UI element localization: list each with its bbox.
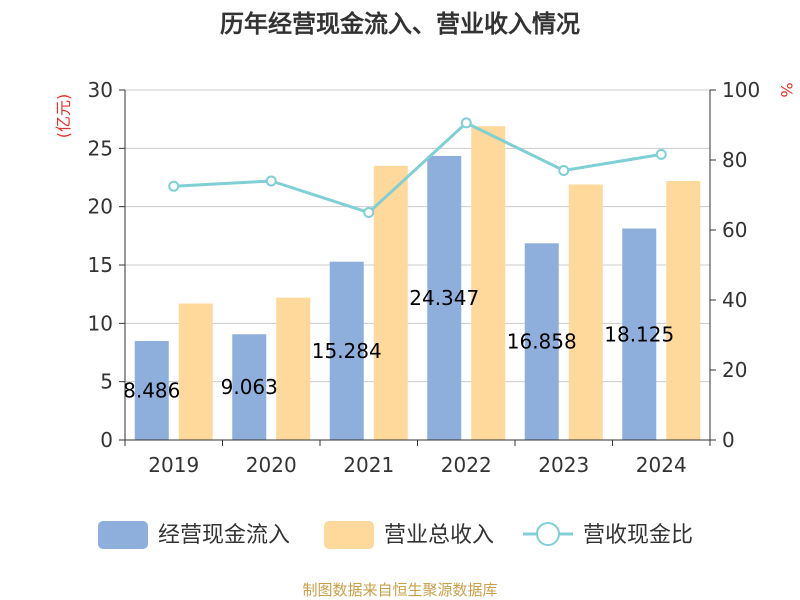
x-tick-label: 2023 bbox=[538, 453, 589, 477]
bar-cash-inflow bbox=[427, 155, 462, 440]
legend[interactable]: 经营现金流入 营业总收入 营收现金比 bbox=[98, 521, 693, 549]
left-tick-label: 15 bbox=[88, 253, 113, 277]
legend-marker bbox=[536, 522, 560, 546]
right-tick-label: 100 bbox=[722, 78, 760, 102]
data-label: 24.347 bbox=[409, 286, 479, 310]
right-tick-label: 40 bbox=[722, 288, 747, 312]
bars bbox=[134, 126, 701, 441]
x-tick-label: 2021 bbox=[343, 453, 394, 477]
data-labels: 8.486 9.063 15.284 24.347 16.858 18.125 bbox=[123, 286, 674, 403]
legend-swatch bbox=[324, 521, 374, 549]
bar-cash-inflow bbox=[524, 243, 559, 440]
x-tick-label: 2020 bbox=[246, 453, 297, 477]
x-tick-label: 2024 bbox=[636, 453, 687, 477]
bar-revenue bbox=[568, 184, 603, 440]
axes bbox=[119, 89, 716, 446]
data-label: 16.858 bbox=[507, 330, 577, 354]
legend-label: 经营现金流入 bbox=[158, 523, 290, 548]
left-axis-unit: (亿元) bbox=[54, 94, 73, 139]
gridlines bbox=[125, 89, 710, 383]
data-label: 9.063 bbox=[221, 375, 278, 399]
right-tick-label: 20 bbox=[722, 358, 747, 382]
line-point bbox=[168, 180, 180, 192]
tick-labels: 0 5 10 15 20 25 30 0 20 40 60 80 100 2019 2020 2021 2022… bbox=[88, 78, 761, 477]
left-tick-label: 5 bbox=[100, 370, 113, 394]
line-series bbox=[168, 117, 667, 218]
data-label: 18.125 bbox=[604, 322, 674, 346]
right-tick-label: 0 bbox=[722, 428, 735, 452]
left-tick-label: 0 bbox=[100, 428, 113, 452]
legend-swatch bbox=[98, 521, 148, 549]
bar-revenue bbox=[666, 181, 701, 440]
legend-label: 营收现金比 bbox=[583, 523, 693, 548]
bar-cash-inflow bbox=[622, 228, 657, 440]
bar-revenue bbox=[276, 297, 311, 440]
right-axis-unit: % bbox=[777, 82, 796, 97]
left-tick-label: 10 bbox=[88, 311, 113, 335]
line-point bbox=[655, 148, 667, 160]
bar-cash-inflow bbox=[329, 261, 364, 440]
bar-revenue bbox=[373, 165, 408, 441]
data-label: 15.284 bbox=[312, 339, 382, 363]
left-tick-label: 20 bbox=[88, 195, 113, 219]
bar-cash-inflow bbox=[134, 340, 169, 440]
left-tick-label: 30 bbox=[88, 78, 113, 102]
line-point bbox=[460, 117, 472, 129]
line-point bbox=[558, 165, 570, 176]
source-note: 制图数据来自恒生聚源数据库 bbox=[302, 581, 497, 599]
bar-revenue bbox=[471, 126, 506, 441]
line-cash-revenue-ratio bbox=[173, 121, 662, 215]
right-tick-label: 60 bbox=[722, 218, 747, 242]
line-point bbox=[363, 207, 375, 218]
legend-label: 营业总收入 bbox=[384, 523, 494, 548]
left-tick-label: 25 bbox=[88, 136, 113, 160]
data-label: 8.486 bbox=[123, 378, 180, 402]
bar-cash-inflow bbox=[232, 334, 267, 440]
right-tick-label: 80 bbox=[722, 148, 747, 172]
chart-title: 历年经营现金流入、营业收入情况 bbox=[220, 10, 580, 38]
line-point bbox=[265, 175, 277, 187]
x-tick-label: 2019 bbox=[148, 453, 199, 477]
bar-revenue bbox=[178, 303, 213, 440]
x-tick-label: 2022 bbox=[441, 453, 492, 477]
